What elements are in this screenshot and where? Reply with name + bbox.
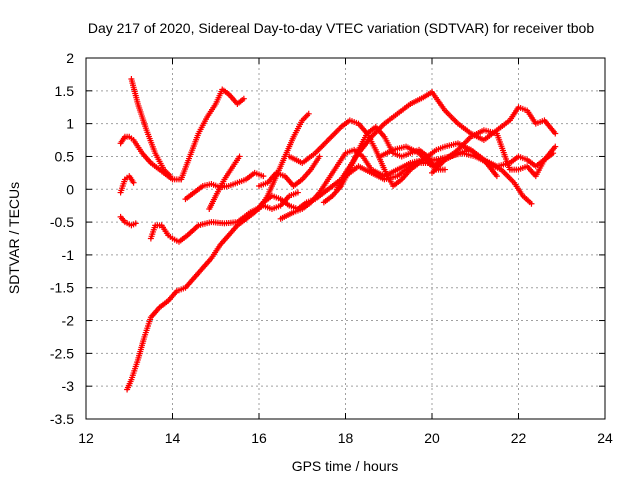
y-tick-label: 0	[66, 181, 74, 197]
y-tick-label: -3	[62, 378, 75, 394]
series-sat-r	[377, 143, 500, 180]
plot-frame	[85, 57, 606, 420]
data-point	[132, 220, 139, 227]
data-point	[552, 130, 559, 137]
series-sat-o	[320, 123, 448, 206]
data-point	[240, 95, 247, 102]
series-sat-b	[243, 89, 435, 222]
y-tick-labels: -3.5 -3 -2.5 -2 -1.5 -1 -0.5 0 0.5 1 1.5 2	[50, 50, 74, 427]
series-sat-j	[206, 153, 243, 212]
series-sat-q	[429, 89, 559, 144]
y-tick-label: 2	[66, 50, 74, 66]
y-tick-label: -0.5	[50, 214, 74, 230]
y-tick-label: -1	[62, 247, 75, 263]
grid	[86, 58, 605, 419]
y-tick-label: 1.5	[55, 83, 75, 99]
x-tick-labels: 12 14 16 18 20 22 24	[78, 430, 613, 446]
data-point	[236, 153, 243, 160]
x-tick-label: 24	[597, 430, 613, 446]
series-sat-g	[117, 213, 139, 229]
data-point	[528, 200, 535, 207]
data-point	[260, 173, 267, 180]
data-point	[305, 110, 312, 117]
series-sat-d	[128, 76, 174, 180]
y-axis-label: SDTVAR / TECUs	[6, 182, 22, 294]
data-point	[130, 179, 137, 186]
chart-title: Day 217 of 2020, Sidereal Day-to-day VTE…	[88, 20, 595, 36]
x-tick-label: 22	[511, 430, 527, 446]
x-tick-label: 20	[424, 430, 440, 446]
y-tick-label: -2	[62, 313, 75, 329]
series-sat-i	[182, 169, 267, 203]
series-sat-a	[124, 215, 250, 393]
y-tick-label: 1	[66, 116, 74, 132]
y-tick-label: -3.5	[50, 411, 74, 427]
data-series	[117, 76, 559, 393]
y-tick-label: 0.5	[55, 148, 75, 164]
series-line	[125, 217, 248, 391]
series-sat-p	[429, 127, 559, 180]
x-axis-label: GPS time / hours	[292, 458, 399, 474]
series-sat-f	[117, 173, 137, 196]
y-tick-label: -1.5	[50, 280, 74, 296]
series-sat-k	[256, 110, 312, 212]
data-point	[294, 189, 301, 196]
data-point	[316, 153, 323, 160]
data-point	[167, 173, 174, 180]
data-point	[441, 166, 448, 173]
y-tick-label: -2.5	[50, 345, 74, 361]
data-point	[493, 173, 500, 180]
x-tick-label: 12	[78, 430, 94, 446]
data-point	[552, 143, 559, 150]
series-sat-s	[256, 153, 323, 189]
x-tick-label: 18	[338, 430, 354, 446]
x-tick-label: 14	[165, 430, 181, 446]
x-tick-label: 16	[251, 430, 267, 446]
series-sat-e	[178, 86, 247, 183]
